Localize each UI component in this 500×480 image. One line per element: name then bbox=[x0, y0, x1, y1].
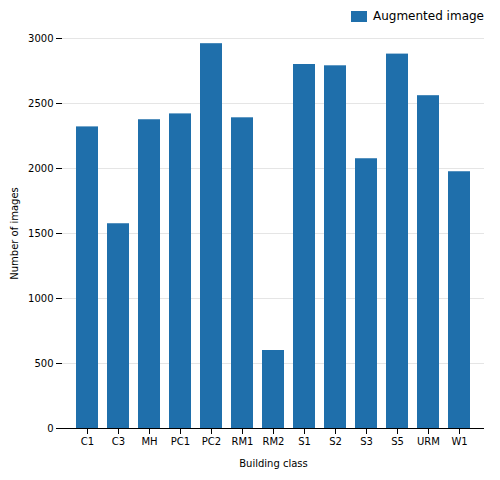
svg-text:Building class: Building class bbox=[239, 458, 308, 469]
svg-text:2000: 2000 bbox=[28, 163, 53, 174]
svg-text:3000: 3000 bbox=[28, 33, 53, 44]
svg-text:Number of images: Number of images bbox=[9, 187, 20, 280]
svg-text:S1: S1 bbox=[298, 436, 311, 447]
svg-text:URM: URM bbox=[417, 436, 440, 447]
svg-text:C1: C1 bbox=[81, 436, 94, 447]
svg-text:2500: 2500 bbox=[28, 98, 53, 109]
svg-text:1000: 1000 bbox=[28, 293, 53, 304]
svg-text:S3: S3 bbox=[360, 436, 373, 447]
svg-text:RM1: RM1 bbox=[232, 436, 254, 447]
svg-text:500: 500 bbox=[34, 358, 53, 369]
svg-text:W1: W1 bbox=[451, 436, 467, 447]
svg-text:0: 0 bbox=[47, 423, 53, 434]
html-text:Augmented image: Augmented image bbox=[373, 9, 484, 23]
svg-text:S2: S2 bbox=[329, 436, 342, 447]
svg-text:S5: S5 bbox=[391, 436, 404, 447]
svg-text:1500: 1500 bbox=[28, 228, 53, 239]
svg-text:MH: MH bbox=[141, 436, 157, 447]
svg-text:RM2: RM2 bbox=[263, 436, 285, 447]
svg-text:PC2: PC2 bbox=[202, 436, 221, 447]
svg-text:C3: C3 bbox=[112, 436, 125, 447]
svg-text:PC1: PC1 bbox=[171, 436, 190, 447]
